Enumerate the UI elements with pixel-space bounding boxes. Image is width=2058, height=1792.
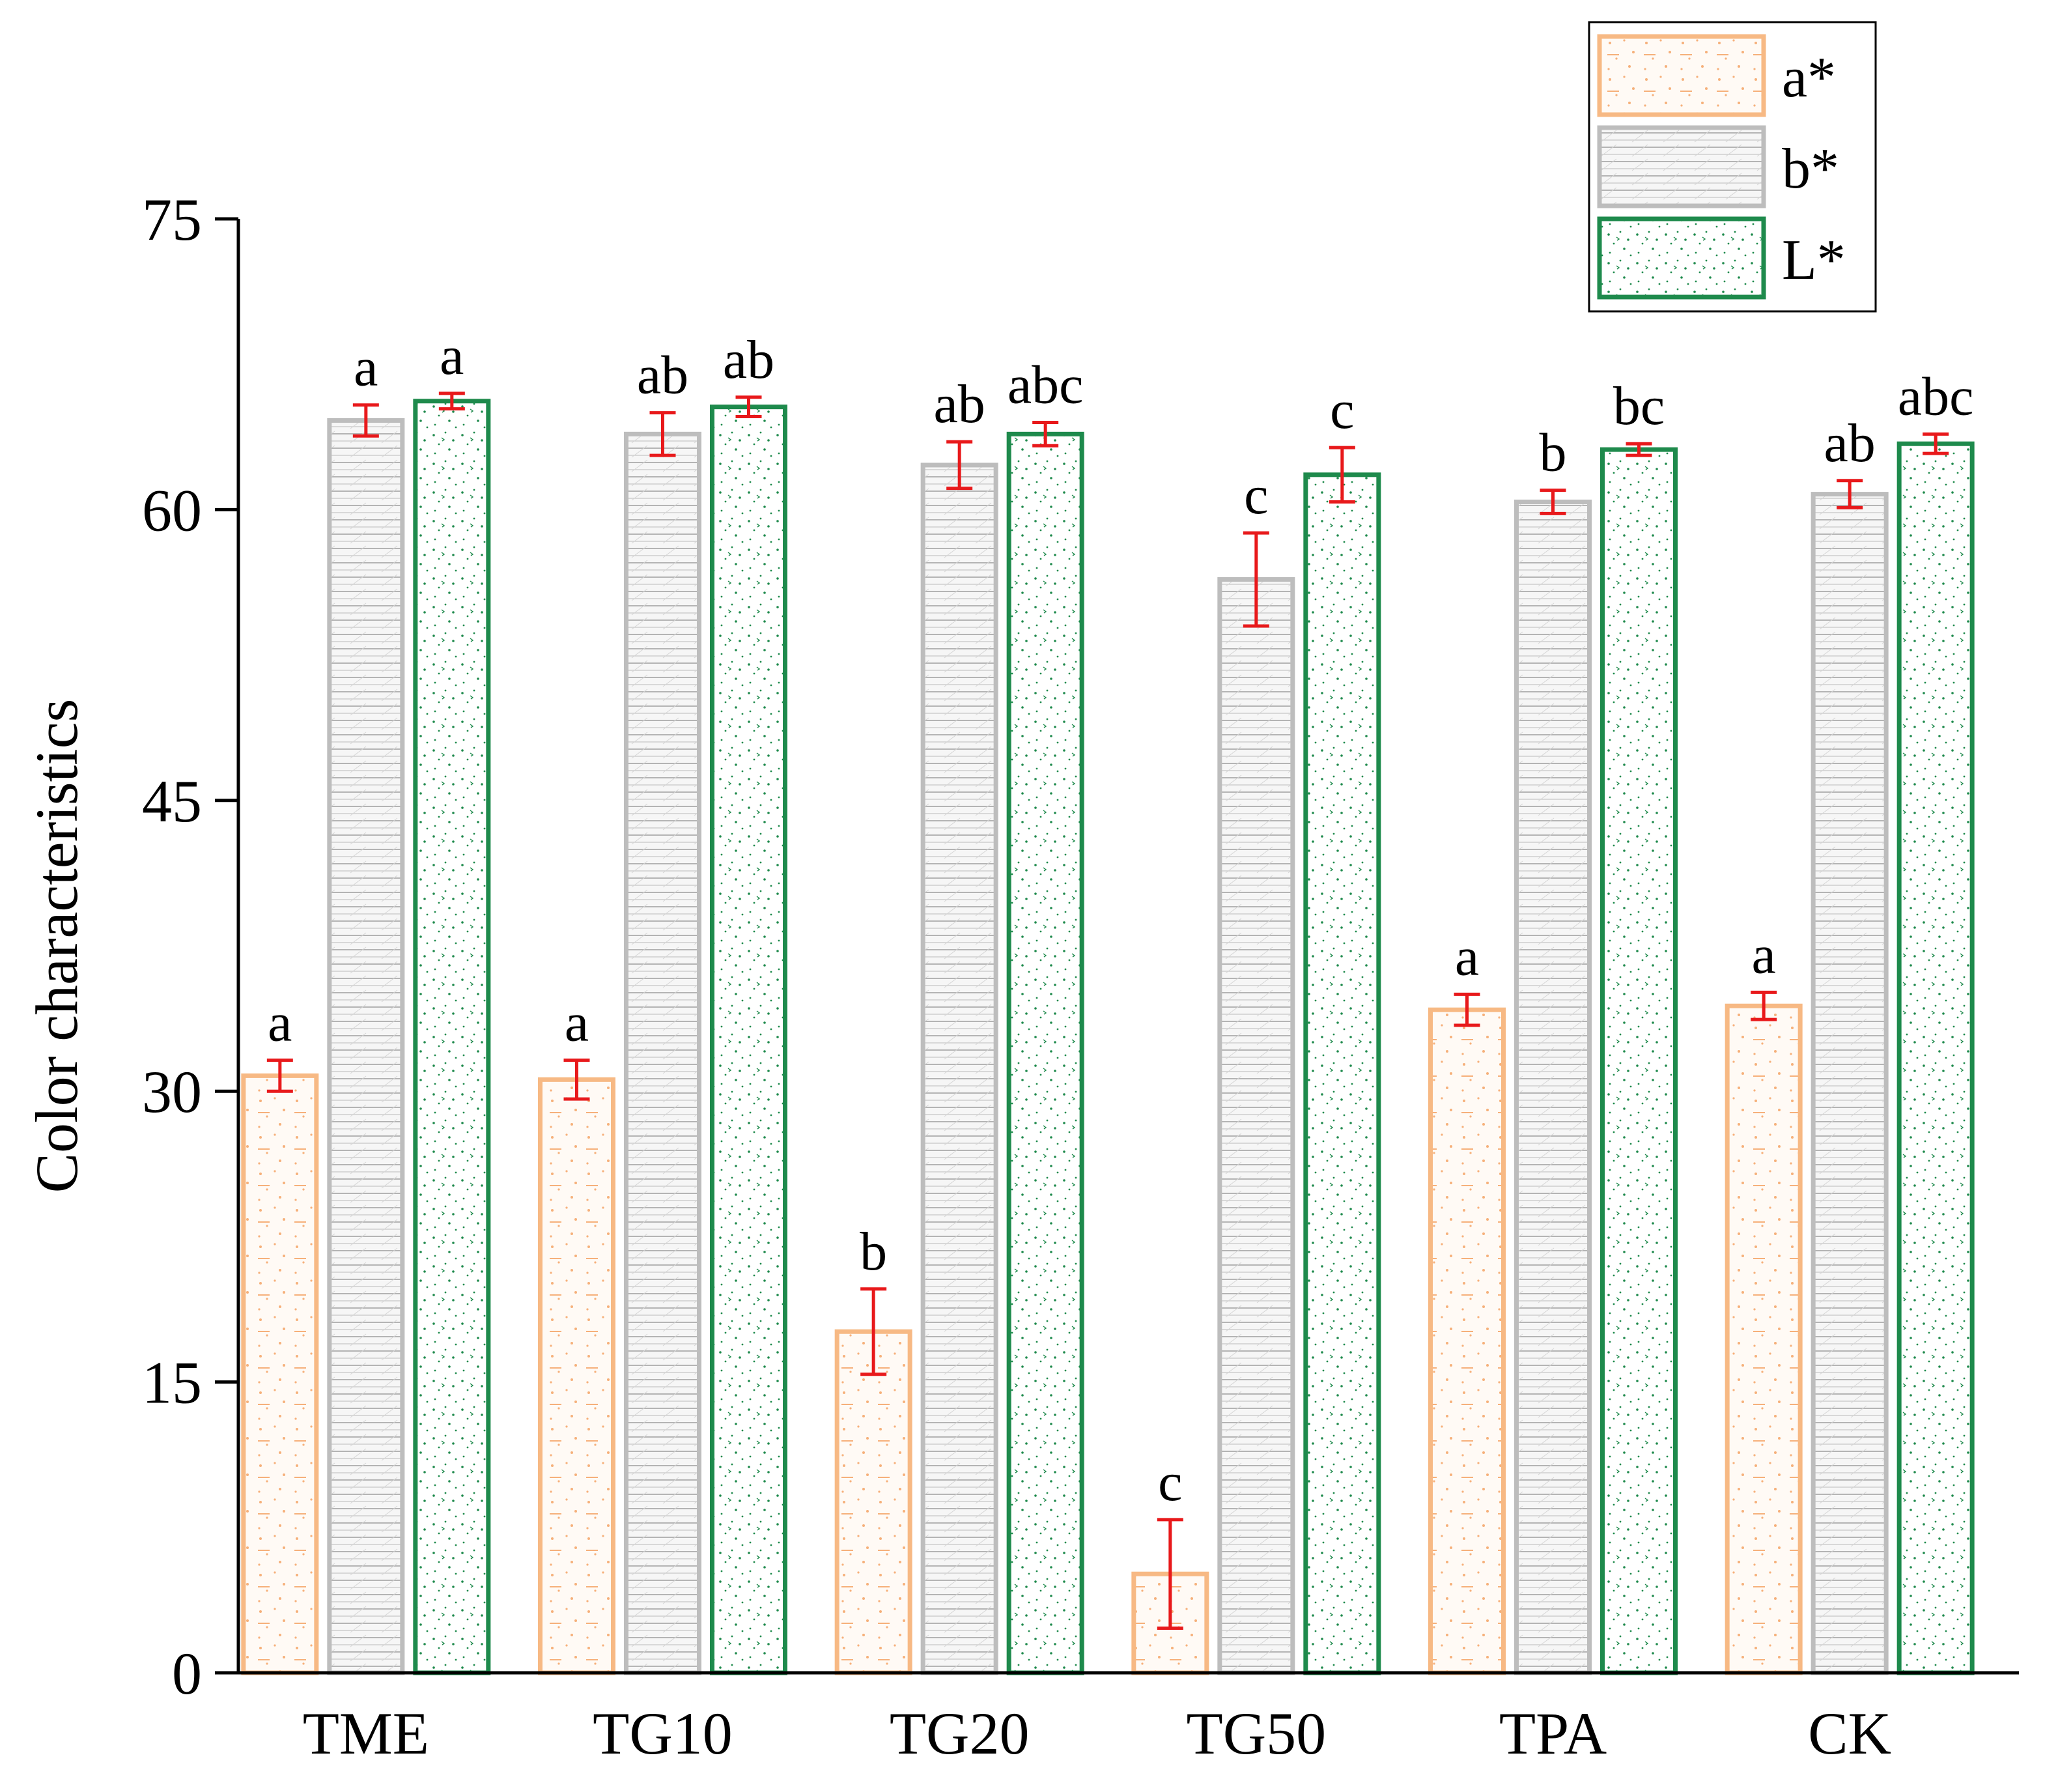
y-tick-label: 75: [142, 186, 202, 253]
bar-astar-CK: [1725, 1003, 1803, 1675]
legend-label: b*: [1782, 137, 1839, 201]
significance-label: ab: [637, 345, 688, 406]
bar-astar-TPA: [1428, 1007, 1506, 1675]
x-tick-label: TME: [303, 1700, 429, 1767]
bar-astar-TG20: [834, 1329, 912, 1675]
y-tick-label: 60: [142, 477, 202, 543]
axes-layer: 0 15 30 45 60 75 TME TG10 TG20 TG50 TPA CK Color cha…: [23, 186, 2019, 1767]
x-tick-label: CK: [1808, 1700, 1891, 1767]
legend-swatch-astar: [1597, 34, 1766, 117]
significance-label: abc: [1008, 354, 1084, 415]
bar-astar-TME: [241, 1073, 319, 1675]
bar-Lstar-TG20: [1006, 431, 1084, 1675]
bar-Lstar-TME: [413, 399, 491, 1675]
bar-Lstar-CK: [1896, 441, 1975, 1675]
significance-label: ab: [1824, 413, 1876, 474]
y-tick-label: 0: [172, 1640, 202, 1707]
significance-label: a: [565, 993, 589, 1053]
significance-label: a: [1455, 926, 1479, 987]
x-tick-label: TPA: [1499, 1700, 1607, 1767]
error-bars-layer: [266, 391, 1949, 1630]
bar-bstar-TPA: [1514, 499, 1592, 1675]
bar-bstar-TG10: [624, 431, 701, 1675]
bars-layer: [241, 399, 1975, 1675]
bar-bstar-TG20: [920, 462, 998, 1675]
legend-swatch-bstar: [1597, 125, 1766, 208]
legend: a* b* L*: [1588, 21, 1877, 313]
significance-label: a: [354, 337, 378, 398]
bar-astar-TG10: [538, 1077, 615, 1675]
legend-swatch-Lstar: [1597, 216, 1766, 300]
bar-Lstar-TG10: [710, 405, 787, 1675]
significance-label: c: [1244, 465, 1268, 526]
bar-bstar-TG50: [1217, 577, 1295, 1675]
legend-label: L*: [1782, 229, 1846, 292]
y-axis-title: Color characteristics: [23, 699, 90, 1193]
bar-bstar-TME: [327, 418, 405, 1675]
significance-label: b: [860, 1221, 887, 1282]
y-tick-label: 15: [142, 1350, 202, 1416]
bar-Lstar-TPA: [1600, 447, 1678, 1675]
significance-label: c: [1158, 1452, 1182, 1513]
significance-label: b: [1540, 423, 1567, 483]
significance-label: ab: [723, 330, 774, 390]
y-tick-label: 30: [142, 1059, 202, 1125]
x-tick-label: TG10: [593, 1700, 733, 1767]
significance-label: a: [440, 326, 464, 386]
significance-label: ab: [934, 374, 985, 434]
bar-Lstar-TG50: [1303, 472, 1381, 1675]
y-tick-label: 45: [142, 768, 202, 834]
significance-label: c: [1330, 380, 1354, 440]
bar-bstar-CK: [1811, 492, 1889, 1675]
significance-label: a: [1752, 924, 1776, 985]
significance-label: bc: [1613, 376, 1665, 436]
legend-label: a*: [1782, 46, 1836, 109]
significance-label: abc: [1898, 366, 1974, 427]
significance-label: a: [268, 993, 292, 1053]
x-tick-label: TG50: [1187, 1700, 1327, 1767]
x-tick-label: TG20: [890, 1700, 1030, 1767]
